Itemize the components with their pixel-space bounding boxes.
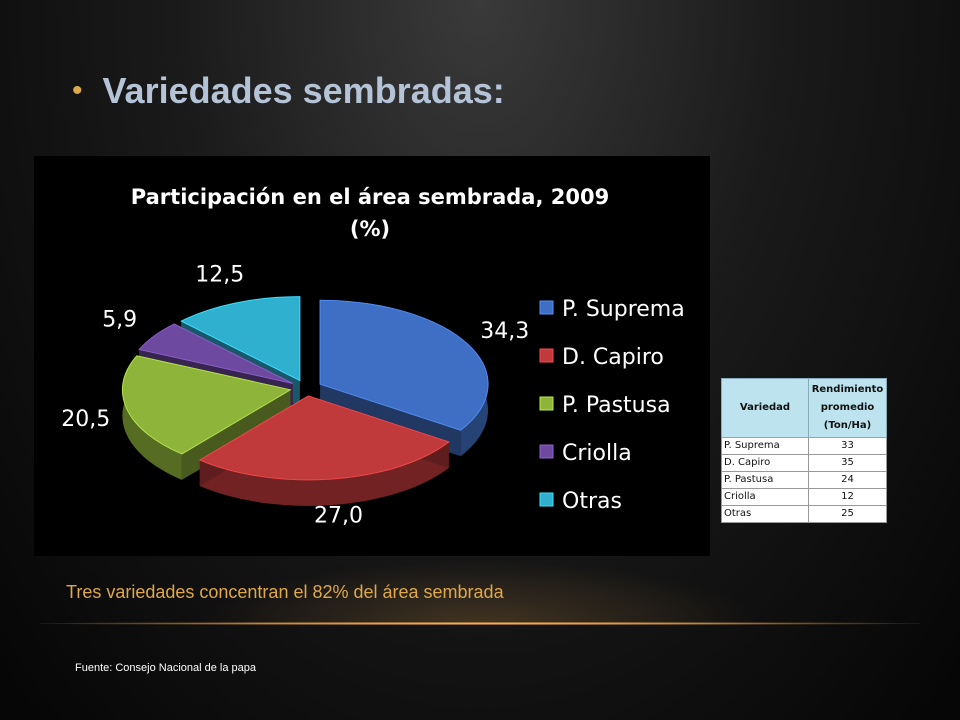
legend-swatch bbox=[539, 444, 554, 459]
table-header-rendimiento: Rendimiento promedio (Ton/Ha) bbox=[808, 378, 887, 438]
legend-label: Criolla bbox=[562, 441, 632, 466]
legend-swatch bbox=[539, 492, 554, 507]
table-row: Criolla 12 bbox=[721, 488, 887, 506]
chart-subtitle: (%) bbox=[350, 217, 390, 241]
pie-slice-side bbox=[199, 442, 449, 506]
legend-label: D. Capiro bbox=[562, 345, 664, 370]
pie-slice-side bbox=[122, 355, 182, 480]
chart-title: Participación en el área sembrada, 2009 bbox=[131, 185, 609, 209]
legend-swatch bbox=[539, 396, 554, 411]
table-cell-yield: 33 bbox=[808, 437, 887, 455]
pie-slice-d-capiro bbox=[198, 395, 450, 506]
pie-value-labels: 34,3 27,0 20,5 5,9 12,5 bbox=[61, 263, 529, 529]
legend-label: Otras bbox=[562, 489, 622, 514]
table-row: D. Capiro 35 bbox=[721, 454, 887, 472]
pie-slice-top bbox=[121, 355, 292, 455]
table-cell-variety: D. Capiro bbox=[721, 454, 809, 472]
pie-value-label: 34,3 bbox=[480, 319, 529, 344]
pie-value-label: 5,9 bbox=[102, 308, 137, 333]
table-header-variedad: Variedad bbox=[721, 378, 809, 438]
slide-caption: Tres variedades concentran el 82% del ár… bbox=[66, 582, 504, 602]
table-cell-yield: 25 bbox=[808, 505, 887, 523]
title-text: Variedades sembradas: bbox=[102, 70, 505, 111]
slide-title: • Variedades sembradas: bbox=[72, 66, 505, 116]
table-cell-yield: 35 bbox=[808, 454, 887, 472]
pie-slice-top bbox=[180, 296, 301, 382]
yield-table: Variedad Rendimiento promedio (Ton/Ha) P… bbox=[721, 378, 887, 523]
pie-value-label: 27,0 bbox=[314, 504, 363, 529]
source-note: Fuente: Consejo Nacional de la papa bbox=[75, 662, 257, 674]
legend-swatch bbox=[539, 300, 554, 315]
legend-swatch bbox=[539, 348, 554, 363]
table-row: P. Suprema 33 bbox=[721, 437, 887, 455]
pie-chart-svg: Participación en el área sembrada, 2009 … bbox=[61, 185, 685, 529]
table-cell-variety: Criolla bbox=[721, 488, 809, 506]
table-row: Otras 25 bbox=[721, 505, 887, 523]
table-header-row: Variedad Rendimiento promedio (Ton/Ha) bbox=[721, 378, 887, 438]
divider-line bbox=[40, 622, 920, 625]
legend-label: P. Suprema bbox=[562, 297, 685, 322]
pie-slice-p-suprema bbox=[319, 299, 489, 457]
table-cell-variety: P. Pastusa bbox=[721, 471, 809, 489]
pie-slice-top bbox=[138, 323, 294, 384]
pie-slice-top bbox=[198, 395, 450, 481]
pie-value-label: 12,5 bbox=[195, 263, 244, 288]
table-row: P. Pastusa 24 bbox=[721, 471, 887, 489]
table-cell-yield: 12 bbox=[808, 488, 887, 506]
pie-chart: Participación en el área sembrada, 2009 … bbox=[34, 156, 710, 556]
table-cell-yield: 24 bbox=[808, 471, 887, 489]
table-cell-variety: P. Suprema bbox=[721, 437, 809, 455]
pie-value-label: 20,5 bbox=[61, 407, 110, 432]
table-cell-variety: Otras bbox=[721, 505, 809, 523]
legend-label: P. Pastusa bbox=[562, 393, 671, 418]
pie-slice-top bbox=[319, 299, 489, 431]
title-bullet: • bbox=[72, 74, 83, 107]
chart-legend: P. Suprema D. Capiro P. Pastusa Criolla Otra… bbox=[539, 297, 685, 514]
pie-slices bbox=[121, 296, 489, 506]
